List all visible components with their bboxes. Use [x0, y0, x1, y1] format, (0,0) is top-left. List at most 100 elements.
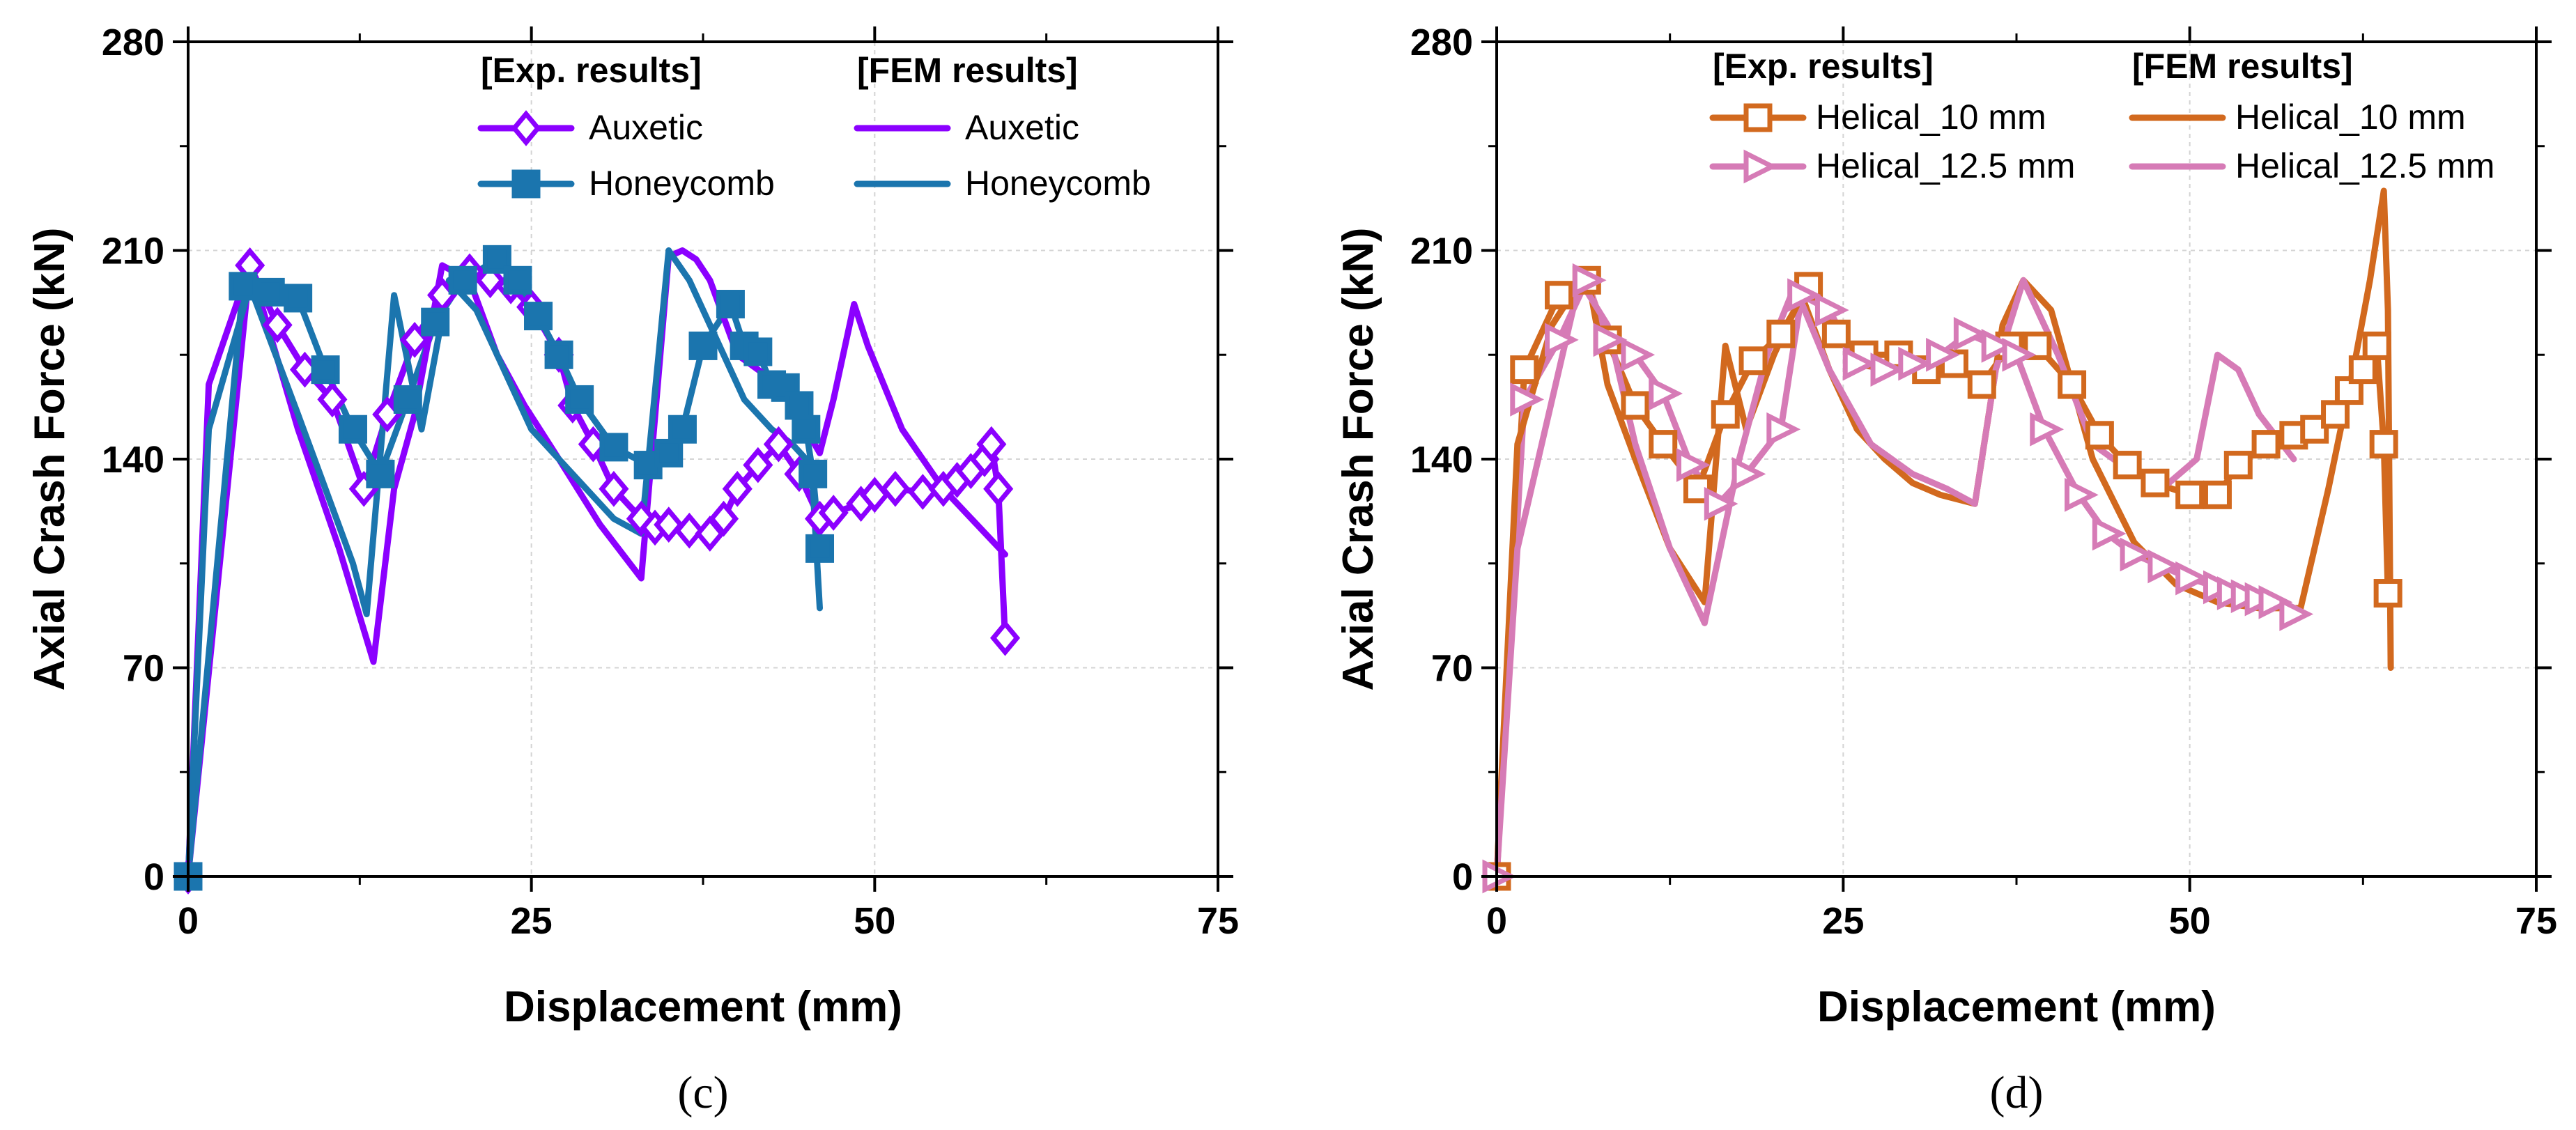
y-tick-label: 0: [1452, 856, 1473, 898]
data-point-exp-1: [785, 391, 814, 420]
legend-label: Honeycomb: [965, 164, 1151, 203]
data-point-exp-1: [1870, 353, 1905, 387]
data-point-exp-1: [792, 415, 821, 444]
y-tick-label: 70: [123, 648, 164, 690]
data-point-exp-0: [1649, 430, 1678, 459]
data-point-exp-0: [722, 470, 753, 507]
x-tick-label: 25: [511, 900, 553, 942]
data-point-exp-0: [2251, 430, 2281, 459]
data-point-exp-0: [818, 495, 849, 531]
legend-heading-fem: [FEM results]: [2132, 47, 2353, 86]
data-point-exp-1: [2258, 585, 2293, 619]
data-point-exp-0: [1766, 319, 1796, 348]
data-point-exp-0: [262, 307, 293, 343]
legend-item: Helical_10 mm: [1709, 98, 2046, 137]
data-point-exp-0: [976, 426, 1007, 463]
data-point-exp-0: [763, 426, 794, 463]
data-point-exp-1: [256, 277, 285, 307]
x-tick-label: 50: [854, 900, 895, 942]
plot-series-group: [1482, 187, 2403, 894]
data-point-exp-1: [1649, 376, 1683, 411]
data-point-exp-1: [1704, 486, 1738, 521]
data-point-exp-1: [366, 459, 395, 488]
data-point-exp-0: [2203, 480, 2232, 509]
y-tick-label: 210: [1410, 231, 1473, 272]
data-point-exp-1: [2175, 561, 2209, 596]
data-point-exp-1: [524, 302, 553, 331]
legend-marker: [511, 169, 541, 199]
data-point-exp-1: [668, 415, 697, 444]
legend-label: Auxetic: [589, 108, 703, 147]
data-point-exp-1: [1953, 316, 1988, 351]
data-point-exp-1: [2147, 549, 2182, 584]
data-point-exp-0: [1967, 370, 1996, 399]
data-point-exp-0: [654, 506, 684, 543]
data-point-exp-0: [2058, 370, 2087, 399]
legend-label: Helical_12.5 mm: [2235, 146, 2494, 185]
data-point-exp-1: [421, 307, 450, 336]
data-point-exp-1: [229, 272, 258, 301]
legend-label: Helical_10 mm: [1816, 98, 2046, 137]
series-line-fem-2: [1493, 187, 2394, 880]
plot-series-group: [173, 245, 1021, 895]
legend-marker: [1743, 103, 1773, 132]
data-point-exp-0: [674, 512, 704, 549]
x-tick-label: 0: [1486, 900, 1507, 942]
data-point-exp-1: [2002, 337, 2037, 372]
data-point-exp-1: [2065, 477, 2099, 512]
data-point-exp-1: [716, 290, 745, 319]
data-point-exp-1: [1981, 329, 2016, 363]
data-point-exp-1: [448, 265, 477, 295]
data-point-exp-0: [2113, 451, 2142, 480]
data-point-exp-0: [317, 381, 348, 418]
legend-marker: [511, 110, 541, 146]
data-point-exp-1: [805, 534, 835, 563]
data-point-exp-1: [503, 265, 532, 295]
data-point-exp-1: [1926, 337, 1960, 372]
legend-item: Auxetic: [854, 108, 1079, 147]
data-point-exp-1: [1814, 293, 1849, 327]
data-point-exp-0: [1621, 391, 1650, 420]
data-point-exp-1: [338, 415, 367, 444]
data-point-exp-0: [2223, 451, 2253, 480]
y-tick-label: 210: [102, 231, 164, 272]
data-point-exp-0: [1738, 346, 1768, 376]
data-point-exp-1: [565, 385, 594, 414]
data-point-exp-0: [1510, 355, 1539, 385]
data-point-exp-1: [1898, 346, 1933, 381]
legend-heading-exp: [Exp. results]: [1713, 47, 1934, 86]
legend-item: Auxetic: [477, 108, 703, 147]
panel-label: (d): [1990, 1067, 2044, 1118]
data-point-exp-0: [2369, 430, 2398, 459]
y-tick-label: 280: [1410, 22, 1473, 63]
data-point-exp-0: [743, 447, 773, 483]
data-point-exp-0: [2141, 468, 2170, 497]
legend-label: Helical_10 mm: [2235, 98, 2466, 137]
y-axis-title: Axial Crash Force (kN): [1334, 228, 1382, 691]
legend-heading-fem: [FEM results]: [857, 51, 1078, 90]
data-point-exp-0: [1821, 319, 1851, 348]
x-tick-label: 75: [1197, 900, 1239, 942]
legend-item: Helical_12.5 mm: [2129, 146, 2494, 185]
data-point-exp-0: [599, 470, 629, 507]
data-point-exp-1: [1621, 337, 1656, 372]
data-point-exp-1: [284, 284, 313, 313]
legend: [Exp. results] [FEM results] Auxetic Honeyc…: [477, 51, 1151, 203]
series-line-fem-3: [1493, 277, 2297, 880]
data-point-exp-1: [599, 433, 628, 462]
data-point-exp-1: [1510, 382, 1545, 417]
x-axis-title: Displacement (mm): [504, 983, 902, 1031]
data-point-exp-1: [1676, 448, 1711, 482]
data-point-exp-0: [1711, 400, 1740, 429]
legend-heading-exp: [Exp. results]: [481, 51, 702, 90]
legend-item: Honeycomb: [477, 164, 775, 203]
data-point-exp-1: [1766, 412, 1801, 447]
data-point-exp-1: [2030, 412, 2065, 447]
data-point-exp-0: [2321, 400, 2350, 429]
data-point-exp-0: [2085, 421, 2114, 450]
data-point-exp-1: [1593, 323, 1628, 357]
legend-label: Auxetic: [965, 108, 1079, 147]
data-point-exp-0: [2348, 355, 2377, 385]
data-point-exp-0: [475, 262, 506, 299]
